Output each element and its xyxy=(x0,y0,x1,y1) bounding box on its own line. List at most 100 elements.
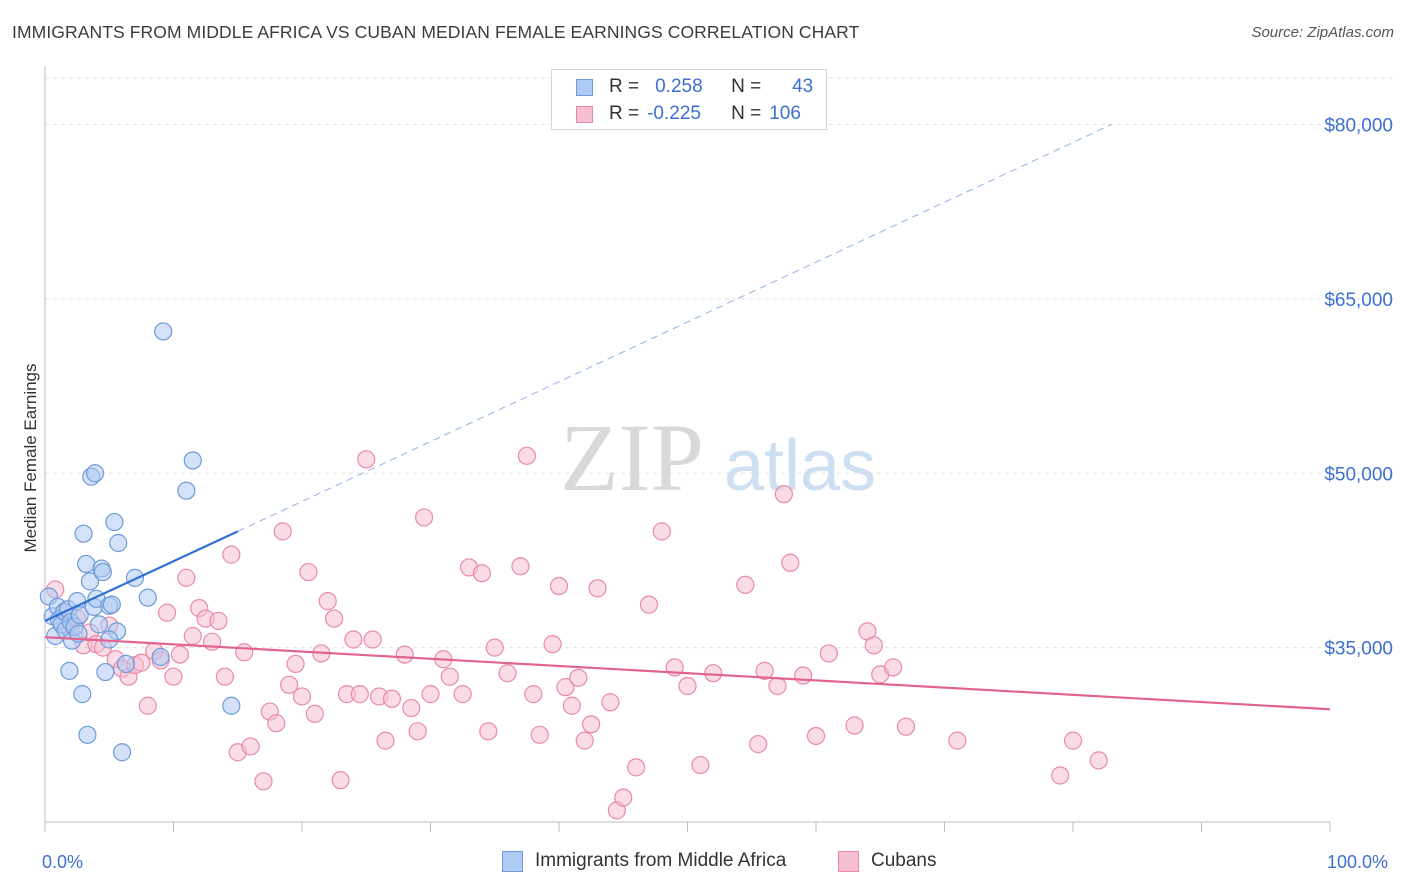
cubans-point xyxy=(511,557,530,576)
y-axis-label: Median Female Earnings xyxy=(21,364,40,553)
cubans-point xyxy=(524,685,543,704)
cubans-point xyxy=(1089,751,1108,770)
cubans-point xyxy=(382,689,402,708)
cubans-point xyxy=(864,636,883,655)
cubans-point xyxy=(569,668,588,687)
cubans-point xyxy=(626,758,646,777)
cubans-point xyxy=(254,772,273,791)
middle-africa-points xyxy=(39,322,241,762)
cubans-point xyxy=(292,687,312,706)
cubans-point xyxy=(318,592,337,611)
legend-label-cubans: Cubans xyxy=(871,850,937,871)
middle-africa-point xyxy=(96,662,115,682)
y-tick-label: $35,000 xyxy=(1324,639,1393,660)
cubans-point xyxy=(138,696,157,715)
cubans-point xyxy=(421,685,440,704)
legend-n-label: N = xyxy=(731,76,762,97)
cubans-trend-line xyxy=(44,636,1331,711)
cubans-point xyxy=(582,715,601,734)
cubans-point xyxy=(235,643,254,662)
middle-africa-point xyxy=(74,524,93,543)
cubans-point xyxy=(575,731,594,750)
legend-r-value: -0.225 xyxy=(647,103,701,124)
middle-africa-point xyxy=(89,615,109,634)
cubans-point xyxy=(749,735,768,754)
middle-africa-trend-line xyxy=(44,530,239,622)
y-tick-label: $65,000 xyxy=(1324,290,1393,311)
cubans-point xyxy=(678,676,697,696)
cubans-point xyxy=(806,726,826,746)
cubans-point xyxy=(652,522,671,541)
middle-africa-point xyxy=(93,562,112,582)
middle-africa-point xyxy=(60,661,79,680)
middle-africa-point xyxy=(116,654,136,674)
cubans-point xyxy=(472,564,491,583)
cubans-point xyxy=(755,661,774,680)
legend-r-label: R = xyxy=(609,103,640,124)
middle-africa-point xyxy=(102,595,121,614)
cubans-point xyxy=(543,635,562,654)
cubans-point xyxy=(601,693,620,712)
cubans-point xyxy=(704,664,723,683)
watermark-zip: ZIP xyxy=(560,404,704,511)
cubans-point xyxy=(562,696,581,715)
y-tick-label: $80,000 xyxy=(1324,116,1393,137)
middle-africa-point xyxy=(154,322,173,341)
cubans-point xyxy=(357,450,376,469)
cubans-point xyxy=(736,575,755,594)
legend-row-cubans: R = -0.225 N = 106 xyxy=(576,102,809,126)
legend-r-value: 0.258 xyxy=(655,76,703,97)
middle-africa-point xyxy=(183,451,202,470)
cubans-point xyxy=(1063,731,1083,750)
cubans-point xyxy=(948,731,967,750)
cubans-point xyxy=(209,611,228,630)
cubans-point xyxy=(222,545,241,564)
legend-item-middle-africa: Immigrants from Middle Africa xyxy=(502,850,786,872)
grid-layer xyxy=(45,77,1393,649)
middle-africa-point xyxy=(125,568,145,587)
middle-africa-point xyxy=(177,481,196,500)
cubans-point xyxy=(344,630,363,649)
cubans-point xyxy=(530,725,549,744)
source-label: Source: ZipAtlas.com xyxy=(1251,24,1394,41)
series-legend: Immigrants from Middle Africa Cubans xyxy=(0,850,1406,878)
cubans-point xyxy=(819,644,838,663)
legend-n-label: N = xyxy=(731,103,762,124)
legend-row-middle-africa: R = 0.258 N = 43 xyxy=(576,75,813,99)
cubans-point xyxy=(556,678,575,697)
cubans-point xyxy=(614,788,633,807)
legend-n-value: 43 xyxy=(792,76,814,97)
trend-lines xyxy=(44,124,1331,711)
middle-africa-point xyxy=(112,743,132,762)
chart-title: IMMIGRANTS FROM MIDDLE AFRICA VS CUBAN M… xyxy=(12,22,860,42)
cubans-point xyxy=(157,603,177,622)
cubans-point xyxy=(896,717,916,736)
cubans-point xyxy=(479,722,498,741)
cubans-point xyxy=(845,716,864,735)
x-max-label: 100.0% xyxy=(1327,852,1389,872)
cubans-point xyxy=(305,704,324,723)
watermark: ZIP atlas xyxy=(560,404,876,511)
cubans-point xyxy=(267,714,286,733)
legend-swatch-blue xyxy=(576,78,593,96)
y-tick-label: $50,000 xyxy=(1324,464,1393,485)
legend-label-middle-africa: Immigrants from Middle Africa xyxy=(535,850,787,871)
cubans-point xyxy=(414,508,434,527)
cubans-point xyxy=(363,630,382,649)
middle-africa-point xyxy=(78,725,97,744)
middle-africa-point xyxy=(77,554,96,574)
cubans-point xyxy=(395,645,414,664)
watermark-atlas: atlas xyxy=(724,426,876,506)
cubans-point xyxy=(280,675,299,694)
middle-africa-point xyxy=(86,464,105,483)
legend-swatch-pink xyxy=(838,850,859,872)
cubans-point xyxy=(691,755,710,775)
cubans-point xyxy=(453,685,472,704)
middle-africa-point xyxy=(109,533,128,553)
cubans-points xyxy=(46,446,1108,820)
middle-africa-trend-extension xyxy=(237,124,1112,532)
x-min-label: 0.0% xyxy=(42,852,84,872)
cubans-point xyxy=(485,638,504,657)
middle-africa-point xyxy=(138,588,157,607)
